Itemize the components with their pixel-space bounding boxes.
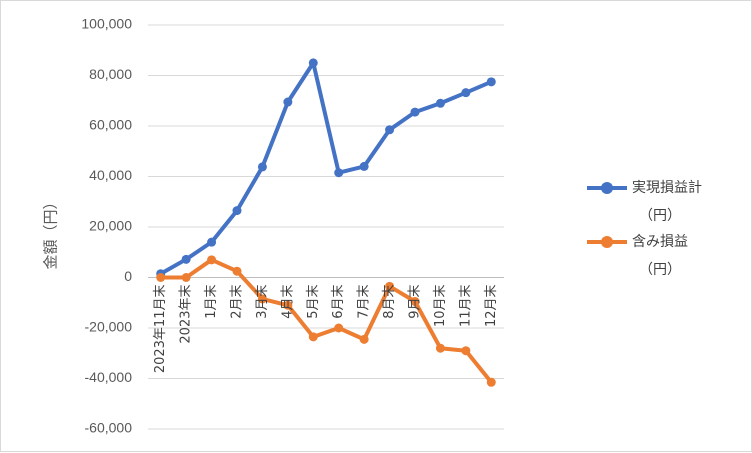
x-tick-label: 3月末 xyxy=(255,285,270,319)
data-point xyxy=(181,273,191,282)
data-point xyxy=(257,294,267,304)
data-point xyxy=(385,281,395,291)
data-point xyxy=(461,346,471,356)
y-tick-label: 0 xyxy=(124,268,132,284)
x-tick-label: 5月末 xyxy=(306,285,321,319)
data-point xyxy=(181,254,191,264)
gridlines xyxy=(148,24,504,430)
data-point xyxy=(385,125,395,135)
legend-label: 実現損益計 xyxy=(632,180,702,196)
y-tick-label: 80,000 xyxy=(89,66,132,82)
data-point xyxy=(334,323,344,333)
legend-marker xyxy=(601,236,613,248)
legend: 実現損益計 （円） 含み損益 （円） xyxy=(587,180,702,278)
data-point xyxy=(232,266,242,276)
x-tick-label: 9月末 xyxy=(408,285,423,319)
x-tick-label: 7月末 xyxy=(357,285,372,319)
x-tick-label: 10月末 xyxy=(433,285,448,328)
data-point xyxy=(359,161,369,171)
data-point xyxy=(486,77,496,87)
series-1 xyxy=(156,58,496,279)
data-point xyxy=(308,58,318,68)
legend-label: 含み損益 xyxy=(632,234,688,250)
x-tick-label: 2月末 xyxy=(230,285,245,319)
series-lines xyxy=(156,58,496,387)
legend-item-1: 実現損益計 （円） xyxy=(587,180,702,224)
y-tick-label: 100,000 xyxy=(81,16,132,32)
data-point xyxy=(461,88,471,98)
legend-item-2: 含み損益 （円） xyxy=(587,234,688,278)
data-point xyxy=(486,377,496,387)
data-point xyxy=(334,168,344,178)
data-point xyxy=(207,255,217,265)
data-point xyxy=(207,237,217,247)
y-tick-label: -40,000 xyxy=(85,369,133,385)
x-tick-label: 2023年末 xyxy=(179,285,194,344)
x-tick-label: 11月末 xyxy=(458,285,473,328)
data-point xyxy=(435,343,445,353)
x-tick-label: 8月末 xyxy=(382,285,397,319)
legend-marker xyxy=(601,182,613,194)
y-axis-title: 金額（円） xyxy=(42,194,60,269)
x-tick-label: 1月末 xyxy=(204,285,219,319)
legend-label-unit: （円） xyxy=(639,262,681,278)
y-axis-tick-labels: 100,000 80,000 60,000 40,000 20,000 0 -20,000 -… xyxy=(81,16,132,436)
data-point xyxy=(359,334,369,344)
data-point xyxy=(283,97,293,107)
series-line xyxy=(158,257,494,385)
y-tick-label: -60,000 xyxy=(85,420,133,436)
data-point xyxy=(232,206,242,216)
x-tick-label: 4月末 xyxy=(280,285,295,319)
x-tick-label: 12月末 xyxy=(484,285,499,328)
x-axis-tick-labels: 2023年11月末 2023年末 1月末 2月末 3月末 4月末 5月末 6月末 7月末 8月末 9… xyxy=(153,285,499,374)
y-tick-label: 40,000 xyxy=(89,167,132,183)
x-tick-label: 6月末 xyxy=(331,285,346,319)
y-tick-label: 60,000 xyxy=(89,117,132,133)
data-point xyxy=(410,107,420,117)
data-point xyxy=(257,162,267,172)
data-point xyxy=(283,300,293,310)
legend-label-unit: （円） xyxy=(639,208,681,224)
data-point xyxy=(410,296,420,306)
series-2 xyxy=(156,255,496,387)
data-point xyxy=(156,273,166,282)
x-tick-label: 2023年11月末 xyxy=(153,285,168,374)
data-point xyxy=(308,332,318,342)
y-tick-label: -20,000 xyxy=(85,319,133,335)
y-tick-label: 20,000 xyxy=(89,218,132,234)
data-point xyxy=(435,98,445,108)
